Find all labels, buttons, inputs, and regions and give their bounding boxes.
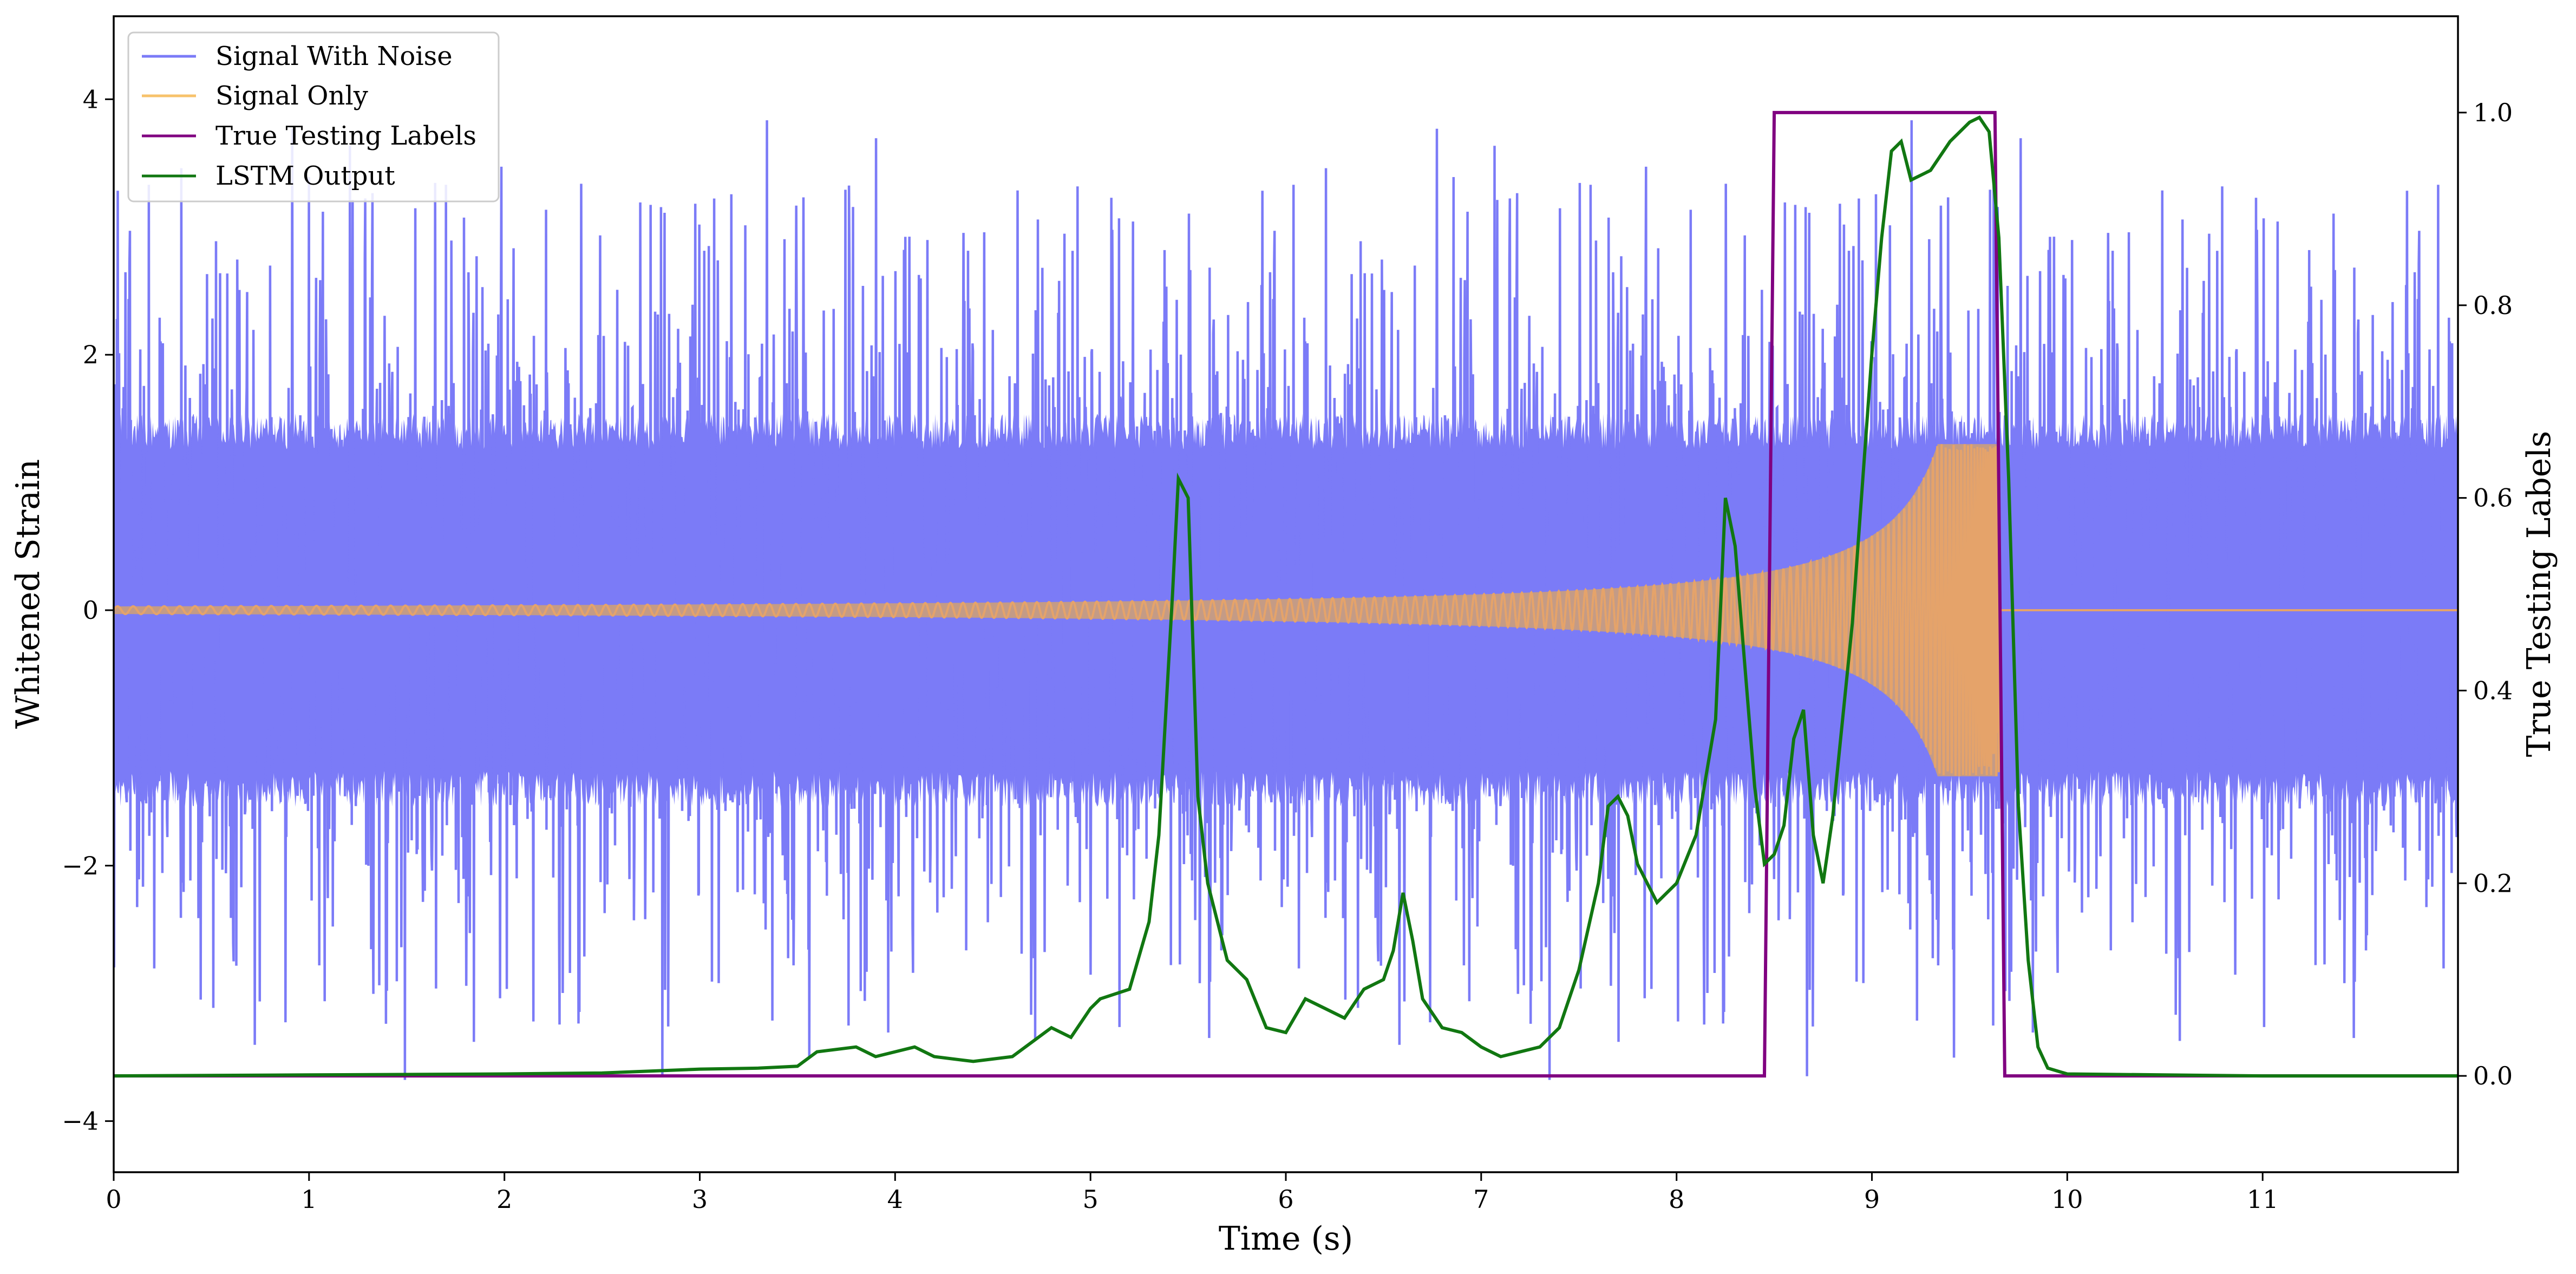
x-tick-label: 7: [1473, 1185, 1489, 1214]
legend-label-signal-with-noise: Signal With Noise: [215, 41, 453, 71]
legend-label-signal-only: Signal Only: [215, 81, 368, 111]
legend-label-true-testing-labels: True Testing Labels: [215, 121, 476, 151]
y-tick-label: 0: [83, 596, 99, 625]
y2-tick-label: 0.4: [2473, 676, 2513, 705]
legend-label-lstm-output: LSTM Output: [215, 161, 395, 191]
y-axis-ticks: −4 −2 0 2 4: [62, 84, 114, 1136]
y2-tick-label: 0.2: [2473, 868, 2513, 898]
y2-axis-ticks: 0.0 0.2 0.4 0.6 0.8 1.0: [2458, 98, 2513, 1090]
x-tick-label: 2: [496, 1185, 512, 1214]
x-axis-label: Time (s): [1219, 1220, 1353, 1258]
x-tick-label: 0: [106, 1185, 121, 1214]
x-tick-label: 8: [1669, 1185, 1684, 1214]
signal-only-line: [114, 444, 2458, 776]
y-tick-label: −4: [62, 1107, 99, 1136]
true-testing-labels-line: [114, 110, 2458, 1078]
legend: Signal With Noise Signal Only True Testi…: [127, 31, 500, 202]
y2-tick-label: 0.0: [2473, 1061, 2513, 1090]
y-axis-label: Whitened Strain: [9, 459, 47, 729]
plot-area: [114, 110, 2458, 1080]
x-tick-label: 4: [887, 1185, 903, 1214]
x-tick-label: 11: [2247, 1185, 2279, 1214]
x-axis-ticks: 0 1 2 3 4 5 6 7 8 9 10 11: [106, 1172, 2278, 1214]
signal-only-band: [114, 444, 1999, 776]
x-tick-label: 6: [1278, 1185, 1293, 1214]
x-tick-label: 3: [692, 1185, 708, 1214]
y-tick-label: 2: [83, 340, 99, 369]
y2-tick-label: 1.0: [2473, 98, 2513, 127]
legend-box: [127, 31, 500, 202]
x-tick-label: 1: [301, 1185, 317, 1214]
x-tick-label: 5: [1083, 1185, 1099, 1214]
y2-axis-label: True Testing Labels: [2520, 431, 2558, 757]
y-tick-label: 4: [83, 84, 99, 114]
x-tick-label: 10: [2051, 1185, 2083, 1214]
lstm-output-line: [114, 115, 2458, 1078]
x-tick-label: 9: [1864, 1185, 1880, 1214]
signal-with-noise-line: [114, 120, 2458, 1080]
y2-tick-label: 0.6: [2473, 484, 2513, 513]
y2-tick-label: 0.8: [2473, 291, 2513, 320]
y-tick-label: −2: [62, 851, 99, 880]
